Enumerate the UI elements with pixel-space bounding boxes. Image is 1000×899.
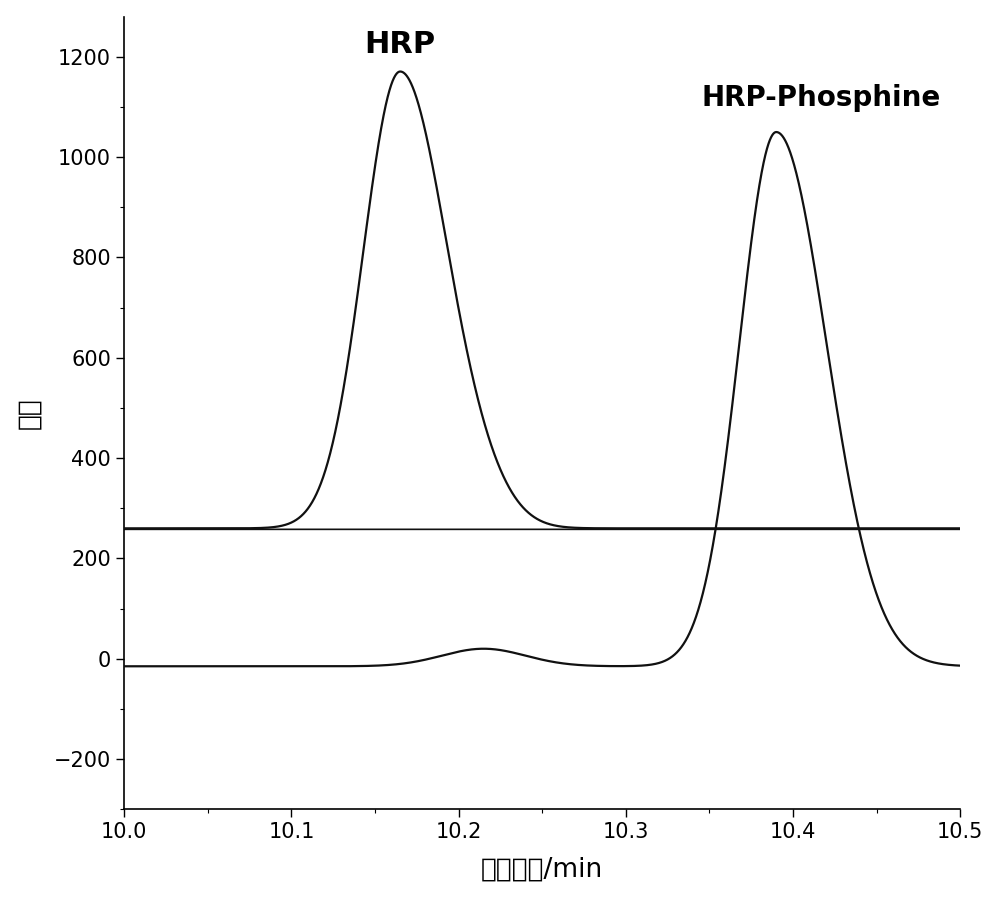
Text: HRP: HRP: [365, 31, 436, 59]
Y-axis label: 强度: 强度: [17, 397, 43, 429]
X-axis label: 保留时间/min: 保留时间/min: [481, 857, 603, 882]
Text: HRP-Phosphine: HRP-Phosphine: [701, 84, 940, 112]
